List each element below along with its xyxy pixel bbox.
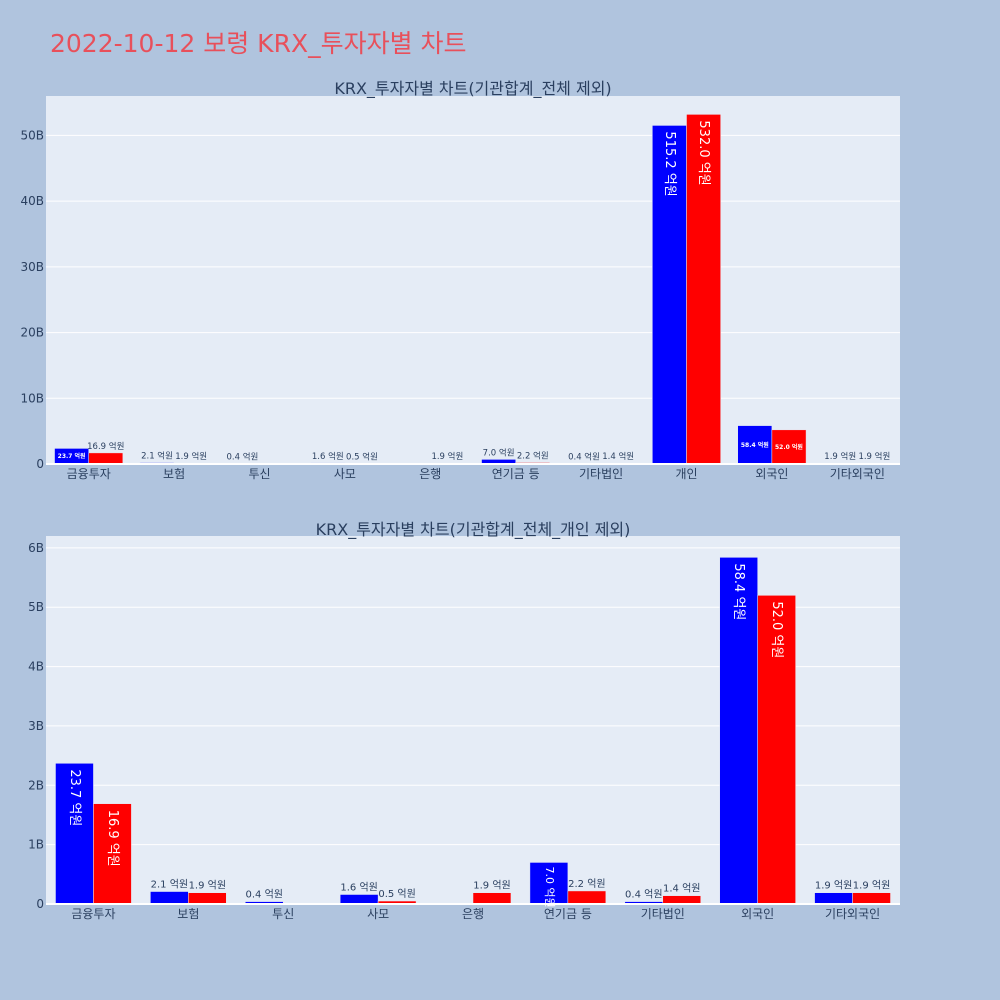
bar-data-label: 0.4 억원 [226, 452, 258, 463]
bar-data-label: 1.4 억원 [602, 451, 634, 462]
bar-data-label: 0.5 억원 [378, 888, 415, 900]
x-tick-label: 연기금 등 [544, 907, 592, 921]
x-tick-label: 사모 [334, 467, 356, 481]
bar-data-label: 1.9 억원 [189, 880, 226, 892]
bar-data-label: 0.4 억원 [246, 889, 283, 901]
chart-1: 0 10B 20B 30B 40B 50B KRX_투자자별 차트(기관합계_전체 제외) 금… [20, 79, 900, 481]
x-tick-label: 기타법인 [579, 467, 623, 481]
x-tick-label: 사모 [367, 907, 389, 921]
bar [662, 895, 701, 905]
bar-data-label: 532.0 억원 [696, 120, 711, 185]
bar [757, 595, 796, 905]
y-tick-label: 0 [36, 457, 44, 471]
bar-data-label: 16.9 억원 [105, 810, 120, 867]
bar [188, 892, 227, 905]
bar [737, 425, 773, 465]
x-tick-label: 금융투자 [67, 467, 111, 481]
page-title: 2022-10-12 보령 KRX_투자자별 차트 [50, 29, 467, 58]
bar-data-label: 58.4 억원 [741, 441, 769, 449]
bar-data-label: 1.9 억원 [175, 451, 207, 462]
y-tick-label: 10B [20, 391, 44, 405]
x-tick-label: 기타외국인 [825, 907, 880, 921]
bar [567, 890, 607, 905]
bar-data-label: 58.4 억원 [731, 563, 746, 620]
x-tick-label: 외국인 [755, 467, 788, 481]
x-tick-label: 투신 [272, 907, 294, 921]
x-tick-label: 개인 [675, 467, 697, 481]
x-tick-label: 투신 [248, 467, 270, 481]
y-tick-label: 0 [36, 897, 44, 911]
bar-data-label: 1.6 억원 [340, 882, 377, 894]
bar-data-label: 0.5 억원 [346, 452, 378, 463]
bar [472, 892, 512, 905]
bar [719, 557, 758, 905]
y-tick-label: 20B [20, 326, 44, 340]
x-tick-label: 은행 [462, 906, 484, 921]
x-tick-label: 외국인 [741, 907, 774, 921]
bar-data-label: 1.9 억원 [431, 451, 463, 462]
bar [93, 803, 132, 905]
chart-title: KRX_투자자별 차트(기관합계_전체_개인 제외) [316, 520, 631, 540]
y-tick-label: 40B [20, 194, 44, 208]
x-tick-label: 기타외국인 [830, 467, 885, 481]
plot-background [46, 96, 900, 464]
bar [339, 894, 379, 905]
bar-data-label: 7.0 억원 [543, 866, 556, 907]
y-tick-label: 2B [28, 778, 44, 792]
bar-data-label: 0.4 억원 [568, 452, 600, 463]
bar [652, 125, 687, 465]
bar-data-label: 52.0 억원 [775, 443, 803, 451]
x-tick-label: 금융투자 [71, 907, 115, 921]
bar-data-label: 7.0 억원 [483, 447, 515, 458]
y-tick-label: 6B [28, 541, 44, 555]
y-tick-label: 4B [28, 660, 44, 674]
bar-data-label: 1.9 억원 [858, 451, 890, 462]
bar-data-label: 2.2 억원 [568, 878, 605, 890]
bar-data-label: 23.7 억원 [58, 452, 86, 460]
bar-data-label: 515.2 억원 [662, 131, 677, 196]
bar-data-label: 2.2 억원 [517, 451, 549, 462]
y-tick-label: 30B [20, 260, 44, 274]
bar-data-label: 2.1 억원 [151, 879, 188, 891]
bar-data-label: 1.4 억원 [663, 883, 700, 895]
bar-data-label: 23.7 억원 [67, 769, 82, 826]
y-tick-label: 1B [28, 838, 44, 852]
bar-data-label: 1.9 억원 [815, 880, 852, 892]
bar [88, 452, 124, 465]
bar-data-label: 1.9 억원 [853, 880, 890, 892]
bar [55, 763, 94, 905]
bar-data-label: 2.1 억원 [141, 451, 173, 462]
bar-data-label: 1.6 억원 [312, 451, 344, 462]
x-tick-label: 은행 [419, 466, 441, 481]
y-tick-label: 3B [28, 719, 44, 733]
y-tick-label: 5B [28, 600, 44, 614]
x-tick-label: 연기금 등 [492, 467, 540, 481]
bar [686, 114, 721, 465]
bar-data-label: 1.9 억원 [824, 451, 856, 462]
x-tick-label: 기타법인 [641, 907, 685, 921]
x-tick-label: 보험 [177, 907, 199, 921]
bar-data-label: 0.4 억원 [625, 889, 662, 901]
bar [150, 891, 189, 905]
bar [814, 892, 853, 905]
x-tick-label: 보험 [163, 467, 185, 481]
y-tick-label: 50B [20, 128, 44, 142]
bar-data-label: 52.0 억원 [769, 601, 784, 658]
bar [852, 892, 891, 905]
chart-title: KRX_투자자별 차트(기관합계_전체 제외) [334, 79, 611, 99]
chart-2: 0 1B 2B 3B 4B 5B 6B KRX_투자자별 차트(기관합계_전체_개인 제외) 금… [28, 520, 900, 921]
bar-data-label: 1.9 억원 [473, 880, 510, 892]
bar-data-label: 16.9 억원 [87, 441, 124, 452]
